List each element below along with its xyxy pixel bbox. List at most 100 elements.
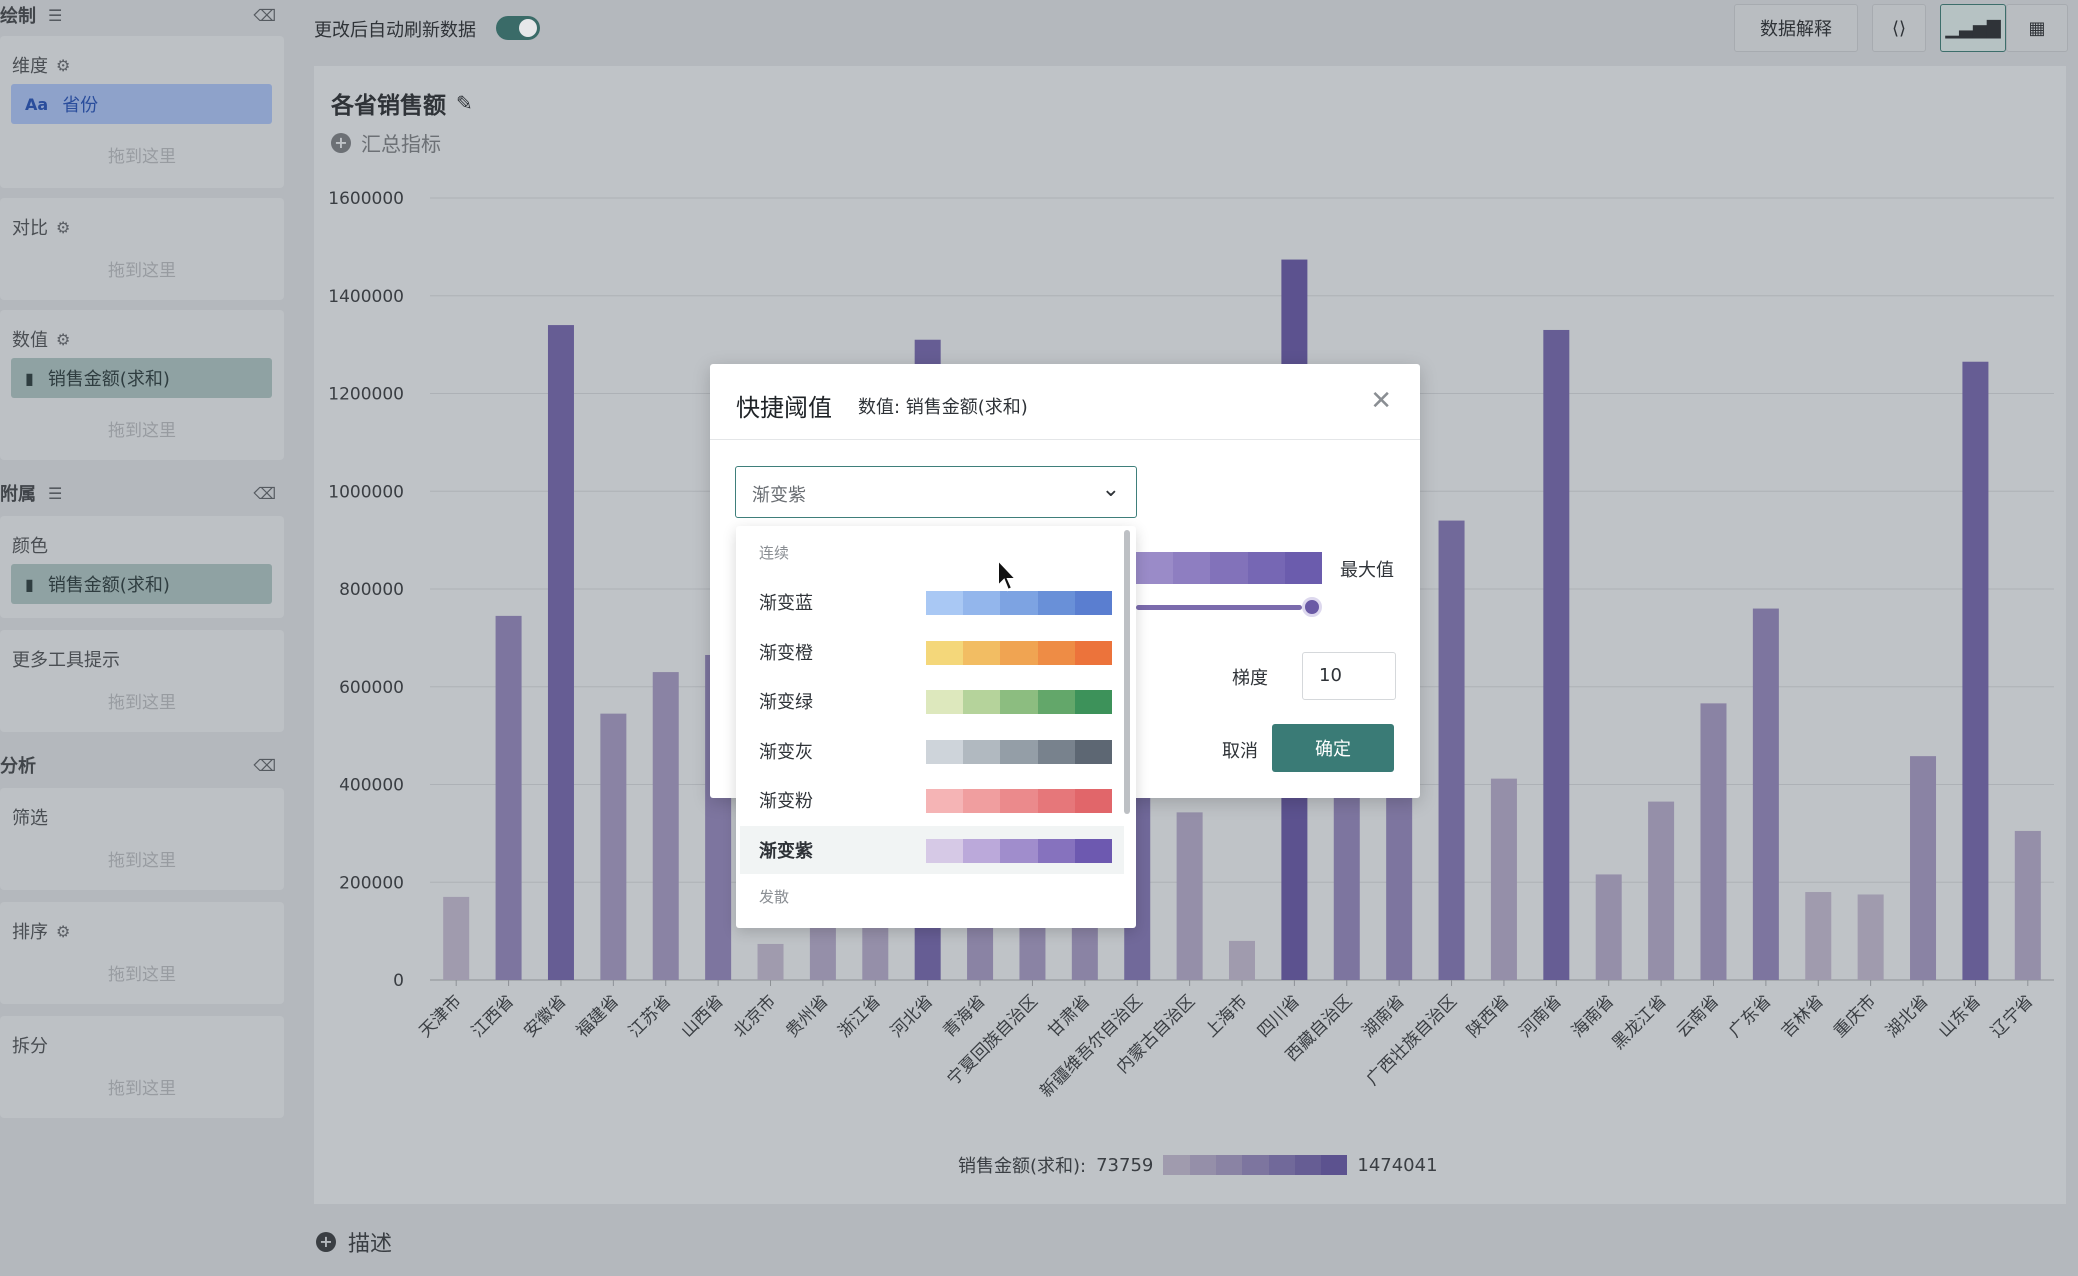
bar[interactable]: [1910, 756, 1937, 980]
bar[interactable]: [1962, 361, 1989, 980]
dropdown-scrollbar[interactable]: [1124, 530, 1130, 814]
swatch-cell: [926, 591, 964, 615]
sliders-icon[interactable]: ☰: [48, 483, 63, 503]
option-label: 渐变绿: [759, 692, 813, 713]
value-drop-zone[interactable]: 拖到这里: [108, 421, 176, 441]
bar[interactable]: [1805, 892, 1832, 980]
gear-icon[interactable]: ⚙: [56, 55, 71, 75]
bar[interactable]: [1438, 520, 1465, 980]
compare-drop-zone[interactable]: 拖到这里: [108, 261, 176, 281]
swatch-cell: [926, 640, 964, 665]
filter-card: 筛选 拖到这里: [0, 788, 284, 890]
swatch-cell: [1074, 789, 1113, 813]
gear-icon[interactable]: ⚙: [56, 217, 71, 237]
bar[interactable]: [1543, 329, 1570, 980]
eraser-icon[interactable]: ⌫: [253, 5, 276, 25]
dropdown-option[interactable]: 渐变紫: [740, 825, 1124, 874]
data-explain-button[interactable]: 数据解释: [1734, 4, 1858, 52]
cancel-button[interactable]: 取消: [1222, 741, 1258, 762]
swatch-cell: [1000, 789, 1038, 813]
edit-pen-icon[interactable]: ✎: [456, 91, 473, 115]
auto-refresh-label: 更改后自动刷新数据: [314, 20, 476, 41]
gradient-steps-input[interactable]: 10: [1302, 652, 1396, 700]
chart-icon: ▁▃▅▇: [1945, 17, 2001, 39]
bar[interactable]: [1595, 874, 1622, 980]
swatch-cell: [1037, 739, 1075, 764]
color-preview-bar: [1136, 552, 1323, 584]
gear-icon[interactable]: ⚙: [56, 921, 71, 941]
x-tick-label: 福建省: [573, 991, 623, 1041]
dropdown-option[interactable]: 渐变蓝: [740, 578, 1124, 626]
split-title: 拆分: [12, 1036, 48, 1057]
description-label: 描述: [348, 1232, 393, 1257]
close-icon[interactable]: ✕: [1370, 386, 1392, 416]
gear-icon[interactable]: ⚙: [56, 329, 71, 349]
dropdown-option[interactable]: 渐变绿: [740, 677, 1124, 725]
section-draw-header: 绘制 ☰ ⌫: [0, 0, 284, 30]
code-view-button[interactable]: ⟨⟩: [1872, 4, 1926, 52]
y-tick-label: 1000000: [328, 482, 404, 502]
swatch-cell: [1000, 838, 1038, 863]
color-pill-sales[interactable]: ▮ 销售金额(求和): [11, 564, 272, 604]
x-tick-label: 江西省: [468, 991, 518, 1041]
value-title: 数值 ⚙: [12, 329, 71, 352]
bar[interactable]: [1490, 778, 1517, 980]
x-tick-label: 北京市: [730, 991, 780, 1041]
split-drop-zone[interactable]: 拖到这里: [108, 1079, 176, 1099]
swatch-cell: [963, 591, 1001, 615]
add-summary-metric[interactable]: + 汇总指标: [331, 128, 441, 157]
bar[interactable]: [1176, 812, 1203, 980]
swatch-cell: [926, 690, 964, 714]
dimension-drop-zone[interactable]: 拖到这里: [108, 147, 176, 167]
bar[interactable]: [1752, 608, 1779, 980]
y-tick-label: 800000: [339, 580, 404, 600]
x-tick-label: 河北省: [887, 991, 937, 1041]
swatch-cell: [963, 690, 1001, 714]
bar[interactable]: [2014, 830, 2041, 980]
bar[interactable]: [1700, 703, 1727, 980]
table-view-button[interactable]: ▦: [2006, 4, 2068, 52]
option-gradient-swatch: [926, 591, 1113, 615]
threshold-slider-track[interactable]: [1136, 605, 1302, 610]
bar[interactable]: [495, 615, 522, 980]
section-draw-title: 绘制: [0, 6, 36, 27]
chart-view-button[interactable]: ▁▃▅▇: [1940, 4, 2006, 52]
legend-max: 1474041: [1357, 1154, 1438, 1176]
threshold-slider-handle[interactable]: [1302, 597, 1322, 617]
color-scheme-select[interactable]: 渐变紫 ⌄: [735, 466, 1137, 518]
option-label: 渐变灰: [759, 741, 813, 763]
bar[interactable]: [1229, 940, 1255, 980]
eraser-icon[interactable]: ⌫: [253, 483, 276, 503]
x-tick-label: 吉林省: [1778, 991, 1828, 1041]
option-label: 渐变粉: [759, 791, 813, 812]
sort-drop-zone[interactable]: 拖到这里: [108, 965, 176, 985]
value-pill-sales[interactable]: ▮ 销售金额(求和): [11, 358, 272, 398]
dropdown-option[interactable]: 渐变灰: [740, 727, 1124, 775]
bar[interactable]: [1648, 801, 1675, 980]
bar[interactable]: [757, 943, 784, 980]
eraser-icon[interactable]: ⌫: [253, 755, 276, 775]
bar[interactable]: [1857, 894, 1884, 980]
sliders-icon[interactable]: ☰: [48, 5, 63, 25]
bar[interactable]: [443, 896, 470, 980]
dropdown-option[interactable]: 渐变粉: [740, 776, 1124, 824]
bar[interactable]: [652, 672, 679, 980]
dropdown-option[interactable]: 渐变橙: [740, 628, 1124, 676]
color-pill-label: 销售金额(求和): [47, 575, 170, 596]
value-pill-label: 销售金额(求和): [47, 369, 170, 390]
swatch-cell: [926, 789, 964, 813]
x-tick-label: 山东省: [1935, 991, 1985, 1041]
x-tick-label: 湖南省: [1358, 991, 1408, 1041]
filter-title: 筛选: [12, 808, 48, 829]
add-description[interactable]: + 描述: [316, 1226, 392, 1258]
bar[interactable]: [547, 325, 574, 980]
bar[interactable]: [600, 713, 627, 980]
auto-refresh-toggle[interactable]: [496, 16, 540, 40]
preview-swatch: [1284, 552, 1323, 584]
dimension-pill-province[interactable]: Aa 省份: [11, 84, 272, 124]
confirm-button[interactable]: 确定: [1272, 724, 1394, 772]
preview-swatch: [1247, 552, 1285, 584]
swatch-cell: [963, 789, 1001, 813]
filter-drop-zone[interactable]: 拖到这里: [108, 851, 176, 871]
tooltip-drop-zone[interactable]: 拖到这里: [108, 693, 176, 713]
